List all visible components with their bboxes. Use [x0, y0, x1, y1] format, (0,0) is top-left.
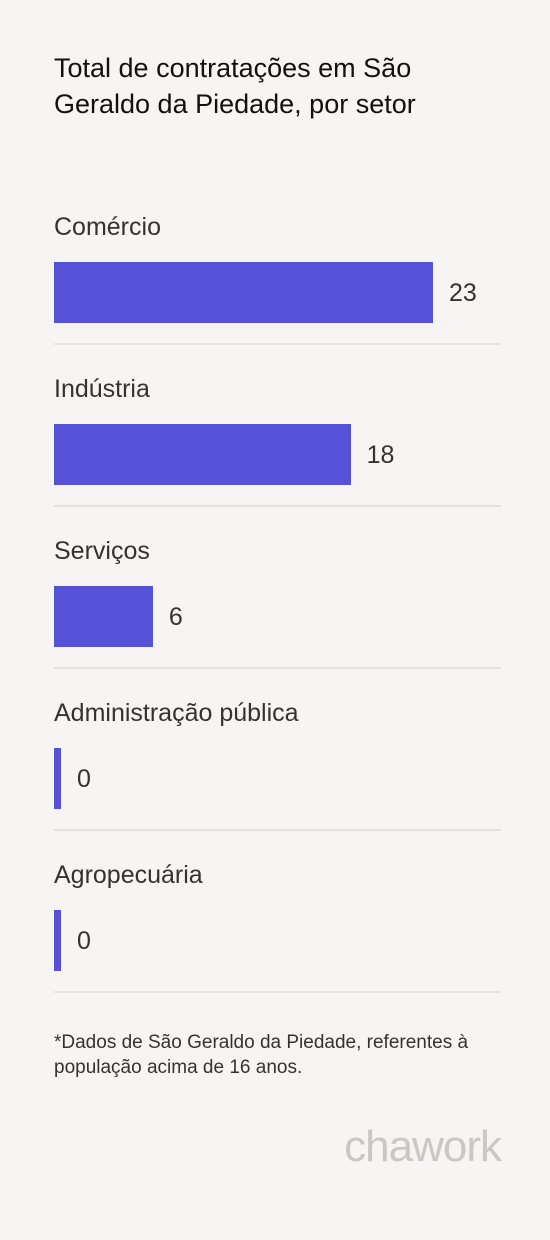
row-divider: [54, 667, 501, 669]
category-label: Indústria: [54, 375, 150, 403]
bar: [54, 910, 61, 971]
bar-chart: Comércio 23 Indústria 18 Serviços 6 Administra…: [54, 200, 501, 1010]
data-label: 6: [168, 603, 183, 631]
bar-row: Serviços 6: [54, 524, 501, 686]
category-label: Agropecuária: [54, 861, 203, 889]
bar: [54, 748, 61, 809]
bar-row: Comércio 23: [54, 200, 501, 362]
data-label: 0: [77, 765, 91, 793]
bar: [54, 424, 351, 485]
bar: [54, 262, 433, 323]
category-label: Comércio: [54, 213, 161, 241]
bar-row: Indústria 18: [54, 362, 501, 524]
category-label: Serviços: [54, 537, 150, 565]
row-divider: [54, 343, 501, 345]
chawork-logo: chawork: [344, 1122, 502, 1171]
bar-row: Administração pública 0: [54, 686, 501, 848]
data-label: 23: [449, 279, 477, 307]
row-divider: [54, 991, 501, 993]
chart-title: Total de contratações em São Geraldo da …: [54, 53, 416, 119]
data-label: 0: [77, 927, 91, 955]
row-divider: [54, 829, 501, 831]
row-divider: [54, 505, 501, 507]
data-label: 18: [366, 441, 395, 469]
category-label: Administração pública: [54, 699, 299, 727]
footnote: *Dados de São Geraldo da Piedade, refere…: [54, 1032, 469, 1078]
bar-row: Agropecuária 0: [54, 848, 501, 1010]
bar: [54, 586, 153, 647]
